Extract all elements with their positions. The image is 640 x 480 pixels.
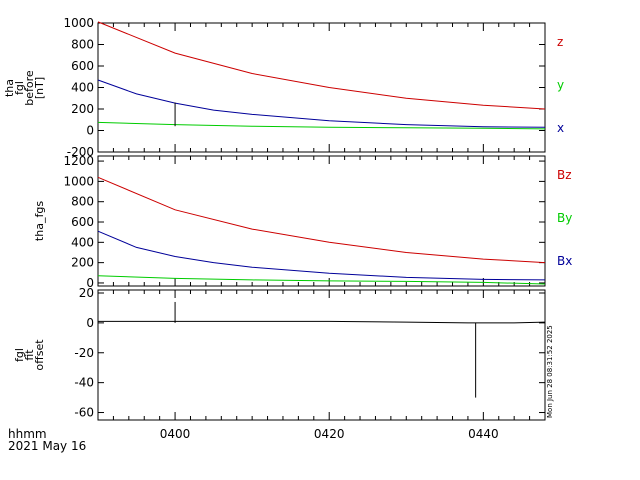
panel-1-ytick-label-6: 1000	[63, 16, 94, 30]
panel-1-series-x-line	[97, 79, 546, 128]
panel-1-ylabel-line-1: tha	[3, 79, 16, 97]
panel-3-ylabel: fgl fit offset	[13, 339, 46, 371]
panel-2-ytick-label-2: 400	[71, 235, 94, 249]
panel-1-ytick-label-5: 800	[71, 38, 94, 52]
panel-1-ytick-label-4: 600	[71, 59, 94, 73]
panel-1-ytick-label-3: 400	[71, 81, 94, 95]
panel-2-series-Bx-line	[97, 230, 546, 281]
panel-1-ylabel-line-3: before	[23, 70, 36, 106]
panel-3-ytick-label-0: -60	[74, 406, 94, 420]
xtick-label-0440: 0440	[468, 427, 499, 441]
panel-2-ytick-label-6: 1200	[63, 154, 94, 168]
panel-3-ytick-label-2: -20	[74, 346, 94, 360]
panel-3-ytick-label-1: -40	[74, 376, 94, 390]
panel-3-ylabel-line-1: fgl	[13, 348, 26, 362]
panel-1-ylabel: tha fgl before [nT]	[3, 70, 46, 106]
legend-panel-2-by: By	[557, 211, 572, 225]
panel-3-ylabel-line-2: fit	[23, 349, 36, 361]
legend-panel-2-bz: Bz	[557, 168, 572, 182]
panel-2-series-By-line	[97, 275, 546, 285]
legend-panel-1-x: x	[557, 121, 564, 135]
panel-2-ytick-label-5: 1000	[63, 174, 94, 188]
legend-panel-1-y: y	[557, 78, 564, 92]
legend-panel-2-bx: Bx	[557, 254, 572, 268]
generation-timestamp: Mon Jun 28 08:31:52 2025	[546, 325, 554, 418]
panel-2-ytick-label-4: 800	[71, 195, 94, 209]
panel-2-frame	[97, 155, 546, 287]
date-label: 2021 May 16	[8, 439, 86, 453]
panel-3-ylabel-line-3: offset	[33, 339, 46, 371]
time-unit-label: hhmm	[8, 427, 47, 441]
panel-1-ytick-label-1: 0	[86, 124, 94, 138]
panel-2-ytick-label-1: 200	[71, 256, 94, 270]
panel-1-ytick-label-0: -200	[67, 145, 94, 159]
panel-3-ytick-label-3: 0	[86, 316, 94, 330]
panel-3-ytick-label-4: 20	[79, 286, 94, 300]
panel-2-ylabel: tha_fgs	[33, 201, 46, 241]
panel-2-ytick-label-0: 0	[86, 276, 94, 290]
xtick-label-0400: 0400	[160, 427, 191, 441]
panel-3-frame	[97, 289, 546, 421]
panel-1-ytick-label-2: 200	[71, 102, 94, 116]
legend-panel-1-z: z	[557, 35, 563, 49]
panel-2-series-Bz-line	[97, 176, 546, 264]
panel-1-ylabel-line-2: fgl	[13, 81, 26, 95]
panel-1-series-z-line	[97, 21, 546, 110]
panel-1-ylabel-line-4: [nT]	[33, 77, 46, 99]
panel-2-ytick-label-3: 600	[71, 215, 94, 229]
xtick-label-0420: 0420	[314, 427, 345, 441]
